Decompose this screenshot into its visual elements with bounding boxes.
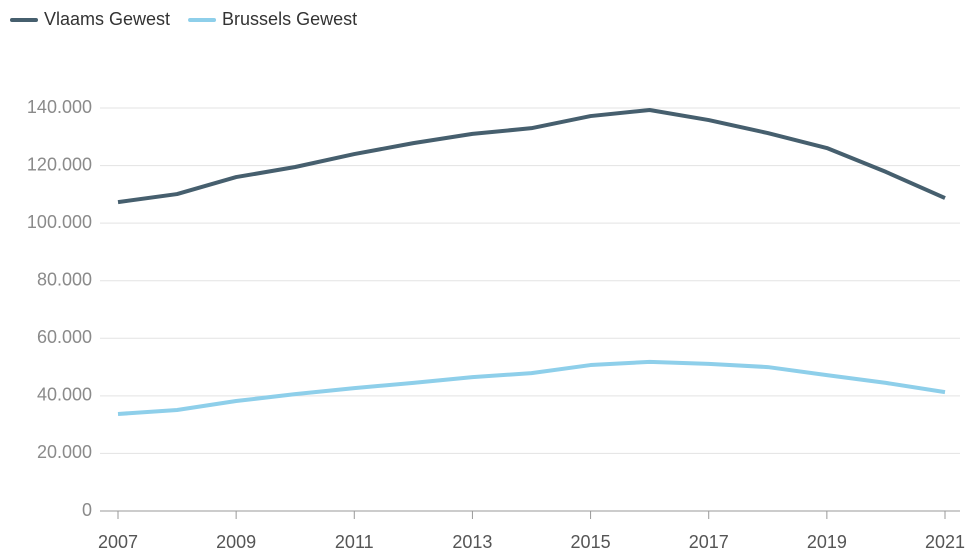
x-tick-label: 2021 <box>925 532 965 552</box>
y-tick-label: 140.000 <box>27 97 92 117</box>
legend-label: Vlaams Gewest <box>44 9 170 29</box>
y-tick-label: 120.000 <box>27 154 92 174</box>
x-tick-label: 2011 <box>335 532 374 552</box>
x-tick-label: 2017 <box>689 532 729 552</box>
y-tick-label: 20.000 <box>37 442 92 462</box>
y-tick-label: 80.000 <box>37 269 92 289</box>
legend-label: Brussels Gewest <box>222 9 357 29</box>
y-tick-label: 0 <box>82 500 92 520</box>
x-tick-label: 2009 <box>216 532 256 552</box>
series-line <box>117 359 946 416</box>
x-tick-label: 2013 <box>452 532 492 552</box>
x-tick-label: 2019 <box>807 532 847 552</box>
x-tick-label: 2015 <box>571 532 611 552</box>
y-tick-label: 40.000 <box>37 385 92 405</box>
y-tick-label: 100.000 <box>27 212 92 232</box>
y-tick-label: 60.000 <box>37 327 92 347</box>
series-line <box>117 108 946 205</box>
x-tick-label: 2007 <box>98 532 138 552</box>
